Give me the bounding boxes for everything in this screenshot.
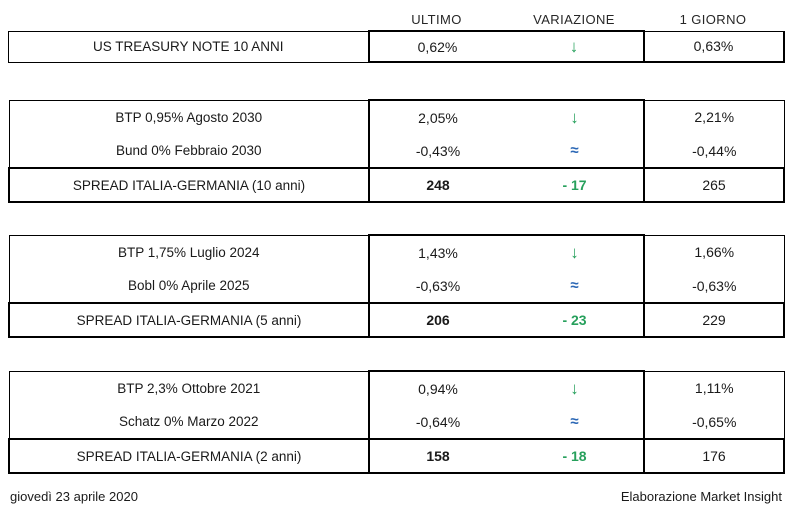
instrument-label: Schatz 0% Marzo 2022 bbox=[8, 405, 369, 439]
table-row: US TREASURY NOTE 10 ANNI 0,62% ↓ 0,63% bbox=[8, 30, 785, 63]
ultimo-value: 0,94% bbox=[368, 370, 506, 405]
ultimo-value: -0,63% bbox=[368, 269, 506, 303]
instrument-label: Bobl 0% Aprile 2025 bbox=[8, 269, 369, 303]
ultimo-value: -0,43% bbox=[368, 134, 506, 168]
instrument-label: US TREASURY NOTE 10 ANNI bbox=[8, 30, 369, 63]
instrument-label: BTP 2,3% Ottobre 2021 bbox=[8, 370, 369, 405]
spread-2y-table: BTP 2,3% Ottobre 2021 0,94% ↓ 1,11% Scha… bbox=[8, 370, 785, 474]
table-row: BTP 0,95% Agosto 2030 2,05% ↓ 2,21% bbox=[8, 99, 785, 134]
ultimo-value: -0,64% bbox=[368, 405, 506, 439]
spread-giorno-value: 265 bbox=[644, 167, 785, 203]
down-arrow-icon: ↓ bbox=[506, 99, 645, 134]
table-row: Bund 0% Febbraio 2030 -0,43% ≈ -0,44% bbox=[8, 134, 785, 168]
column-header-variazione: VARIAZIONE bbox=[533, 11, 615, 27]
report-date: giovedì 23 aprile 2020 bbox=[10, 489, 138, 504]
table-row: Schatz 0% Marzo 2022 -0,64% ≈ -0,65% bbox=[8, 405, 785, 439]
instrument-label: Bund 0% Febbraio 2030 bbox=[8, 134, 369, 168]
spread-label: SPREAD ITALIA-GERMANIA (5 anni) bbox=[8, 302, 369, 338]
spread-row: SPREAD ITALIA-GERMANIA (2 anni) 158 - 18… bbox=[8, 438, 785, 474]
spread-giorno-value: 229 bbox=[644, 302, 785, 338]
ultimo-value: 1,43% bbox=[368, 234, 506, 269]
spread-ultimo-value: 158 bbox=[368, 438, 506, 474]
giorno-value: 0,63% bbox=[643, 30, 785, 63]
spread-row: SPREAD ITALIA-GERMANIA (10 anni) 248 - 1… bbox=[8, 167, 785, 203]
instrument-label: BTP 1,75% Luglio 2024 bbox=[8, 234, 369, 269]
spread-ultimo-value: 248 bbox=[368, 167, 506, 203]
approx-equal-icon: ≈ bbox=[506, 405, 645, 439]
giorno-value: 1,11% bbox=[644, 370, 785, 405]
giorno-value: 2,21% bbox=[644, 99, 785, 134]
approx-equal-icon: ≈ bbox=[506, 134, 645, 168]
us-treasury-table: US TREASURY NOTE 10 ANNI 0,62% ↓ 0,63% bbox=[8, 30, 785, 63]
table-row: BTP 2,3% Ottobre 2021 0,94% ↓ 1,11% bbox=[8, 370, 785, 405]
spread-label: SPREAD ITALIA-GERMANIA (2 anni) bbox=[8, 438, 369, 474]
spread-giorno-value: 176 bbox=[644, 438, 785, 474]
table-row: BTP 1,75% Luglio 2024 1,43% ↓ 1,66% bbox=[8, 234, 785, 269]
giorno-value: 1,66% bbox=[644, 234, 785, 269]
source-credit: Elaborazione Market Insight bbox=[620, 489, 782, 504]
ultimo-value: 2,05% bbox=[368, 99, 506, 134]
spread-variazione-value: - 17 bbox=[506, 167, 645, 203]
table-row: Bobl 0% Aprile 2025 -0,63% ≈ -0,63% bbox=[8, 269, 785, 303]
down-arrow-icon: ↓ bbox=[506, 370, 645, 405]
giorno-value: -0,65% bbox=[644, 405, 785, 439]
column-header-ultimo: ULTIMO bbox=[411, 11, 462, 27]
spread-variazione-value: - 18 bbox=[506, 438, 645, 474]
spread-row: SPREAD ITALIA-GERMANIA (5 anni) 206 - 23… bbox=[8, 302, 785, 338]
column-header-row: ULTIMO VARIAZIONE 1 GIORNO bbox=[8, 8, 794, 30]
instrument-label: BTP 0,95% Agosto 2030 bbox=[8, 99, 369, 134]
giorno-value: -0,44% bbox=[644, 134, 785, 168]
column-header-giorno: 1 GIORNO bbox=[679, 11, 747, 27]
spread-5y-table: BTP 1,75% Luglio 2024 1,43% ↓ 1,66% Bobl… bbox=[8, 234, 785, 338]
footer: giovedì 23 aprile 2020 Elaborazione Mark… bbox=[10, 489, 782, 504]
spread-label: SPREAD ITALIA-GERMANIA (10 anni) bbox=[8, 167, 369, 203]
giorno-value: -0,63% bbox=[644, 269, 785, 303]
down-arrow-icon: ↓ bbox=[506, 234, 645, 269]
ultimo-value: 0,62% bbox=[367, 30, 506, 63]
spread-variazione-value: - 23 bbox=[506, 302, 645, 338]
approx-equal-icon: ≈ bbox=[506, 269, 645, 303]
spread-10y-table: BTP 0,95% Agosto 2030 2,05% ↓ 2,21% Bund… bbox=[8, 99, 785, 203]
spread-ultimo-value: 206 bbox=[368, 302, 506, 338]
down-arrow-icon: ↓ bbox=[505, 30, 645, 63]
